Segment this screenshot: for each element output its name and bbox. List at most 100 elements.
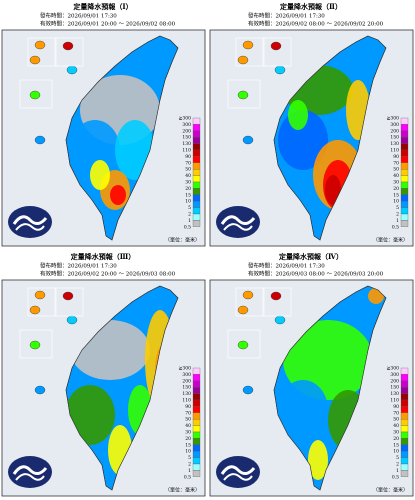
legend-swatch — [192, 412, 201, 420]
island — [34, 135, 46, 145]
legend-swatch — [192, 367, 201, 375]
legend-label: 70 — [185, 410, 191, 416]
legend-swatch — [192, 124, 201, 131]
legend-swatch — [192, 399, 201, 407]
valid-time: 有效時間：2026/09/01 20:00 ～ 2026/09/02 08:00 — [40, 20, 176, 28]
legend-label: 70 — [393, 160, 399, 166]
valid-time: 有效時間：2026/09/03 08:00 ～ 2026/09/03 20:00 — [248, 270, 384, 278]
legend-label: 90 — [185, 154, 191, 160]
island — [242, 135, 254, 145]
legend-label: 1 — [188, 468, 191, 474]
rain-area — [288, 100, 308, 130]
legend-label: 0.5 — [184, 474, 191, 480]
legend-swatch — [192, 470, 201, 477]
legend-swatch — [192, 220, 201, 227]
legend-label: 110 — [390, 148, 399, 154]
legend-label: 30 — [393, 430, 399, 436]
legend-label: 50 — [393, 167, 399, 173]
island — [274, 315, 286, 325]
island — [242, 40, 254, 50]
rain-area — [278, 380, 328, 440]
legend-swatch — [400, 169, 409, 176]
legend-label: 20 — [185, 186, 191, 192]
legend-label: 300 — [182, 372, 191, 378]
legend-label: 10 — [185, 449, 191, 455]
legend-label: 40 — [393, 173, 399, 179]
legend-swatch — [192, 457, 201, 465]
legend-swatch — [400, 201, 409, 208]
legend-swatch — [192, 143, 201, 151]
island — [62, 41, 74, 51]
taiwan-outline — [65, 285, 179, 491]
legend-swatch — [192, 130, 201, 138]
legend-swatch — [400, 207, 409, 215]
legend-swatch — [192, 169, 201, 176]
legend-swatch — [400, 463, 409, 471]
legend-label: 5 — [188, 455, 191, 461]
inset-box — [235, 287, 265, 317]
island — [237, 55, 249, 65]
panel-title: 定量降水預報（Ⅲ） — [71, 252, 136, 261]
valid-time: 有效時間：2026/09/02 20:00 ～ 2026/09/03 08:00 — [40, 270, 176, 278]
legend-label: ≧300 — [387, 366, 399, 372]
legend-label: 130 — [390, 141, 399, 147]
legend-swatch — [400, 406, 409, 413]
island — [29, 305, 41, 315]
legend-swatch — [400, 470, 409, 477]
legend-swatch — [192, 137, 201, 144]
logo — [8, 206, 52, 238]
legend-label: 130 — [390, 391, 399, 397]
taiwan-outline — [273, 285, 387, 491]
legend-swatch — [400, 419, 409, 426]
legend-label: 130 — [182, 391, 191, 397]
legend-label: 2 — [188, 462, 191, 468]
legend-swatch — [192, 188, 201, 195]
inset-box — [227, 79, 261, 109]
legend-label: 200 — [182, 128, 191, 134]
logo-swirl — [223, 473, 253, 481]
legend-swatch — [400, 457, 409, 465]
panel-title: 定量降水預報（Ⅰ） — [73, 2, 132, 11]
legend-swatch — [192, 406, 201, 413]
legend-swatch — [192, 374, 201, 381]
legend-label: 200 — [390, 128, 399, 134]
legend-swatch — [400, 444, 409, 452]
legend-label: 20 — [393, 186, 399, 192]
issue-time: 發布時間：2026/09/01 17:30 — [40, 12, 117, 20]
legend-swatch — [400, 137, 409, 144]
legend-swatch — [400, 143, 409, 151]
panel-title: 定量降水預報（Ⅱ） — [280, 2, 342, 11]
logo-swirl — [220, 465, 256, 475]
legend-swatch — [400, 188, 409, 195]
legend-label: ≧300 — [179, 116, 191, 122]
legend-swatch — [192, 181, 201, 189]
inset-box — [19, 79, 53, 109]
legend-label: 2 — [396, 462, 399, 468]
legend-swatch — [192, 117, 201, 125]
legend-swatch — [192, 431, 201, 439]
legend-swatch — [400, 393, 409, 401]
legend-label: 130 — [182, 141, 191, 147]
legend-label: 40 — [393, 423, 399, 429]
legend-label: 200 — [390, 378, 399, 384]
rain-area — [283, 320, 373, 400]
island — [274, 65, 286, 75]
legend-swatch — [192, 194, 201, 202]
legend-swatch — [192, 463, 201, 471]
legend-swatch — [400, 181, 409, 189]
unit-label: （單位：毫米） — [373, 237, 408, 244]
rain-area — [110, 185, 126, 205]
island — [29, 55, 41, 65]
island — [237, 340, 249, 350]
rain-area — [308, 440, 328, 480]
logo — [216, 456, 260, 488]
panel-title: 定量降水預報（Ⅳ） — [279, 252, 343, 261]
legend-swatch — [400, 412, 409, 420]
legend-label: 0.5 — [184, 224, 191, 230]
legend-swatch — [400, 438, 409, 445]
legend-label: 5 — [396, 455, 399, 461]
legend-label: 15 — [185, 442, 191, 448]
legend-label: 5 — [396, 205, 399, 211]
island — [242, 290, 254, 300]
legend-label: 2 — [396, 212, 399, 218]
